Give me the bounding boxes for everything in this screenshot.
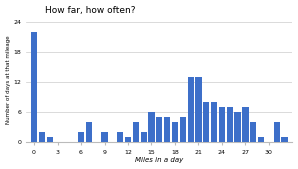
Bar — [172, 122, 178, 142]
Bar — [46, 137, 53, 142]
Bar — [282, 137, 288, 142]
Bar — [242, 107, 249, 142]
Bar — [164, 117, 170, 142]
Bar — [141, 132, 147, 142]
Bar — [117, 132, 123, 142]
Bar — [86, 122, 92, 142]
Bar — [187, 77, 194, 142]
Bar — [31, 32, 37, 142]
Bar — [133, 122, 139, 142]
Text: How far, how often?: How far, how often? — [45, 6, 135, 15]
Bar — [148, 112, 155, 142]
Bar — [180, 117, 186, 142]
Bar — [156, 117, 162, 142]
Bar — [211, 102, 217, 142]
Bar — [125, 137, 131, 142]
Bar — [258, 137, 264, 142]
Bar — [101, 132, 108, 142]
Bar — [219, 107, 225, 142]
X-axis label: Miles in a day: Miles in a day — [135, 158, 184, 163]
Bar — [250, 122, 256, 142]
Bar — [78, 132, 84, 142]
Y-axis label: Number of days at that mileage: Number of days at that mileage — [6, 35, 10, 124]
Bar — [227, 107, 233, 142]
Bar — [235, 112, 241, 142]
Bar — [39, 132, 45, 142]
Bar — [274, 122, 280, 142]
Bar — [203, 102, 209, 142]
Bar — [195, 77, 202, 142]
